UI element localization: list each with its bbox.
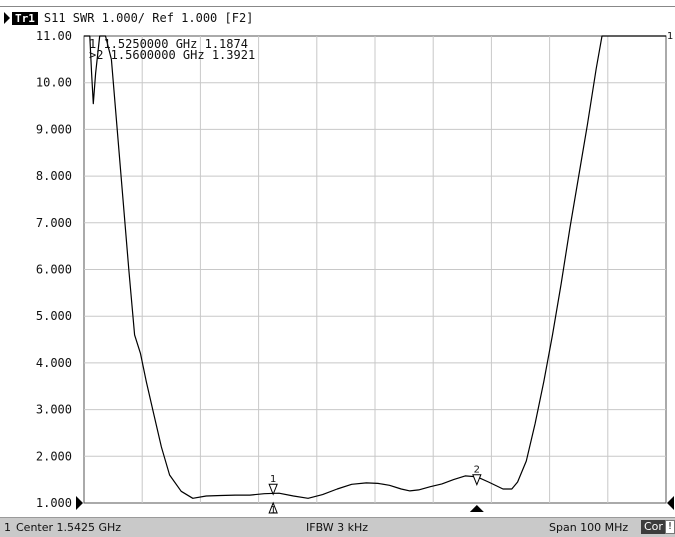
marker-1-stimulus-icon [268, 501, 278, 514]
swr-chart[interactable]: 11.00 10.00 9.000 8.000 7.000 6.000 5.000 4.000… [0, 0, 675, 517]
y-tick-label: 7.000 [36, 216, 72, 230]
grid [83, 35, 667, 504]
y-tick-label: 4.000 [36, 356, 72, 370]
warning-flag: ! [665, 520, 675, 534]
y-tick-label: 11.00 [36, 29, 72, 43]
marker-1-triangle [268, 483, 278, 496]
center-frequency[interactable]: Center 1.5425 GHz [16, 521, 122, 534]
if-bandwidth[interactable]: IFBW 3 kHz [306, 521, 369, 534]
marker-readout-table: 1 1.5250000 GHz 1.1874>2 1.5600000 GHz 1… [89, 37, 255, 62]
trace-line [84, 35, 666, 499]
y-tick-label: 1.000 [36, 496, 72, 510]
y-tick-label: 5.000 [36, 309, 72, 323]
top-rule [0, 6, 675, 7]
marker-2-number: 2 [474, 465, 480, 476]
marker-1-number: 1 [270, 474, 276, 485]
marker-2-readout: >2 1.5600000 GHz 1.3921 [89, 48, 255, 62]
trace-header[interactable]: Tr1 S11 SWR 1.000/ Ref 1.000 [F2] [4, 10, 253, 26]
status-bar: 1 Center 1.5425 GHz IFBW 3 kHz Span 100 … [0, 517, 675, 537]
y-tick-label: 2.000 [36, 449, 72, 463]
y-tick-label: 9.000 [36, 122, 72, 136]
y-tick-label: 8.000 [36, 169, 72, 183]
edge-indicators: 1 [76, 31, 674, 510]
reference-level-left-icon [76, 496, 83, 510]
active-marker-stimulus-icon [469, 505, 484, 512]
marker-1-readout: 1 1.5250000 GHz 1.1874 [89, 37, 248, 51]
trace [84, 35, 666, 499]
marker-2-triangle [472, 474, 482, 487]
channel-number[interactable]: 1 [4, 521, 11, 534]
marker-1-stimulus-number: 1 [270, 505, 276, 516]
y-tick-label: 6.000 [36, 263, 72, 277]
correction-status-badge[interactable]: Cor [641, 520, 666, 534]
trace-settings-text: S11 SWR 1.000/ Ref 1.000 [F2] [43, 11, 254, 25]
reference-level-right-icon [667, 496, 674, 510]
y-tick-label: 10.00 [36, 76, 72, 90]
markers: 1 1 2 [268, 465, 484, 516]
active-trace-arrow-icon [4, 12, 10, 24]
y-tick-label: 3.000 [36, 403, 72, 417]
trace-tag[interactable]: Tr1 [12, 11, 38, 25]
span-frequency[interactable]: Span 100 MHz [549, 521, 629, 534]
trace-edge-label: 1 [667, 31, 673, 42]
y-axis-tick-labels: 11.00 10.00 9.000 8.000 7.000 6.000 5.000 4.000… [36, 29, 72, 510]
